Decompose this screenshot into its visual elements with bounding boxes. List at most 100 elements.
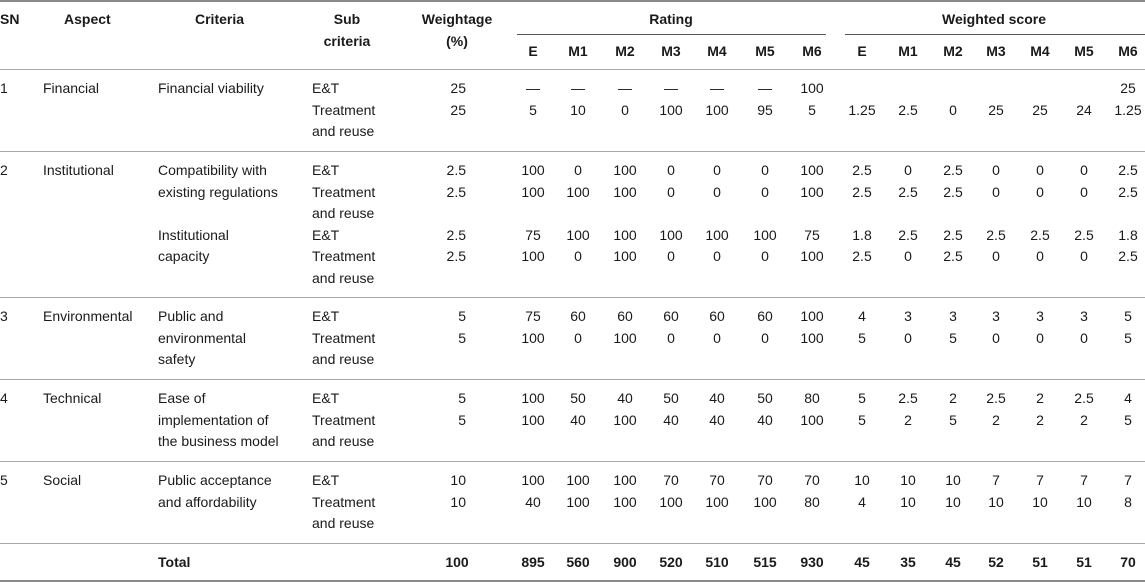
score-cell: 10 (900, 472, 916, 488)
rating-col-header: E (528, 43, 538, 59)
sub-criteria-label: Treatment (312, 183, 376, 200)
group-divider (0, 379, 1145, 380)
score-cell: 0 (904, 329, 912, 346)
score-cell: 3 (949, 308, 957, 324)
rating-cell: 100 (800, 80, 824, 96)
rating-cell: 0 (667, 162, 675, 178)
group-divider (0, 297, 1145, 298)
sub-criteria-label: Treatment (312, 329, 376, 346)
rating-cell: 0 (667, 329, 675, 346)
group-divider (0, 151, 1145, 152)
score-cell: 5 (858, 390, 866, 406)
score-cell: 5 (949, 411, 957, 428)
weightage-value: 2.5 (446, 183, 466, 200)
header-weightage-unit: (%) (446, 33, 468, 49)
criteria-label: Ease of (158, 390, 206, 406)
rating-cell: 0 (574, 162, 582, 178)
rating-cell: 50 (663, 390, 679, 406)
score-cell: 10 (988, 493, 1004, 510)
score-cell: 0 (992, 329, 1000, 346)
rating-cell: 100 (613, 472, 637, 488)
sub-criteria-label: E&T (312, 162, 340, 178)
row-sn: 1 (0, 80, 8, 96)
score-cell: 5 (1124, 308, 1132, 324)
rating-cell: 100 (705, 101, 729, 118)
rating-cell: 0 (761, 162, 769, 178)
total-rating: 900 (613, 554, 637, 570)
score-cell: 4 (1124, 390, 1132, 406)
sub-criteria-label: and reuse (312, 205, 375, 221)
row-aspect: Environmental (43, 308, 133, 324)
total-score: 70 (1120, 554, 1136, 570)
weightage-value: 2.5 (446, 248, 466, 264)
header-criteria: Criteria (195, 11, 245, 27)
total-rating: 930 (800, 554, 824, 570)
criteria-label: Institutional (158, 226, 229, 243)
header-weighted-score: Weighted score (942, 11, 1046, 27)
rating-cell: 100 (521, 411, 545, 428)
score-cell: 0 (1036, 329, 1044, 346)
rating-cell: 0 (761, 248, 769, 264)
rating-cell: 40 (525, 493, 541, 510)
score-col-header: M6 (1118, 43, 1138, 59)
rating-cell: — (710, 80, 724, 96)
rating-cell: 10 (570, 101, 586, 118)
rating-cell: 100 (566, 183, 590, 200)
rating-cell: 100 (659, 493, 683, 510)
rating-cell: 100 (613, 493, 637, 510)
rating-cell: 0 (761, 329, 769, 346)
weightage-value: 5 (458, 390, 466, 406)
rating-cell: 70 (709, 472, 725, 488)
score-cell: 3 (1036, 308, 1044, 324)
header-sub: Sub (333, 11, 361, 27)
criteria-label: Public and (158, 308, 224, 324)
rating-cell: 100 (566, 226, 590, 243)
header-bottom-rule (0, 69, 1145, 70)
score-cell: 2.5 (1074, 226, 1094, 243)
score-cell: 4 (858, 493, 866, 510)
rating-cell: 50 (570, 390, 586, 406)
criteria-label: Financial viability (158, 80, 264, 96)
score-cell: 7 (1080, 472, 1088, 488)
score-col-header: M3 (986, 43, 1006, 59)
score-cell: 0 (904, 248, 912, 264)
rating-cell: 100 (800, 411, 824, 428)
total-weight: 100 (445, 554, 469, 570)
score-col-header: M5 (1074, 43, 1094, 59)
rating-cell: 0 (761, 183, 769, 200)
score-cell: 3 (904, 308, 912, 324)
rating-cell: 100 (613, 248, 637, 264)
score-cell: 2.5 (1118, 183, 1138, 200)
rating-cell: 100 (800, 308, 824, 324)
score-cell: 2.5 (852, 183, 872, 200)
rating-cell: 0 (667, 248, 675, 264)
rating-col-header: M5 (755, 43, 775, 59)
rating-cell: 60 (617, 308, 633, 324)
total-rating: 515 (753, 554, 777, 570)
score-cell: 0 (1080, 183, 1088, 200)
rating-col-header: M4 (707, 43, 727, 59)
score-cell: 2.5 (898, 183, 918, 200)
rating-col-header: M6 (802, 43, 822, 59)
rating-cell: 100 (566, 472, 590, 488)
total-label: Total (158, 554, 191, 570)
score-cell: 25 (988, 101, 1004, 118)
score-cell: 2.5 (1118, 248, 1138, 264)
score-cell: 2.5 (1118, 162, 1138, 178)
score-cell: 2 (1036, 390, 1044, 406)
score-cell: 3 (1080, 308, 1088, 324)
score-col-header: M1 (898, 43, 918, 59)
rating-cell: 95 (757, 101, 773, 118)
score-cell: 2.5 (986, 226, 1006, 243)
rating-cell: 100 (566, 493, 590, 510)
rating-cell: 100 (800, 248, 824, 264)
score-cell: 0 (1080, 162, 1088, 178)
header-sub-2: criteria (323, 33, 371, 49)
rating-cell: 5 (529, 101, 537, 118)
score-cell: 10 (1076, 493, 1092, 510)
weighted-score-span-rule (845, 34, 1145, 35)
score-cell: 7 (1124, 472, 1132, 488)
row-aspect: Financial (43, 80, 100, 96)
rating-cell: 60 (709, 308, 725, 324)
